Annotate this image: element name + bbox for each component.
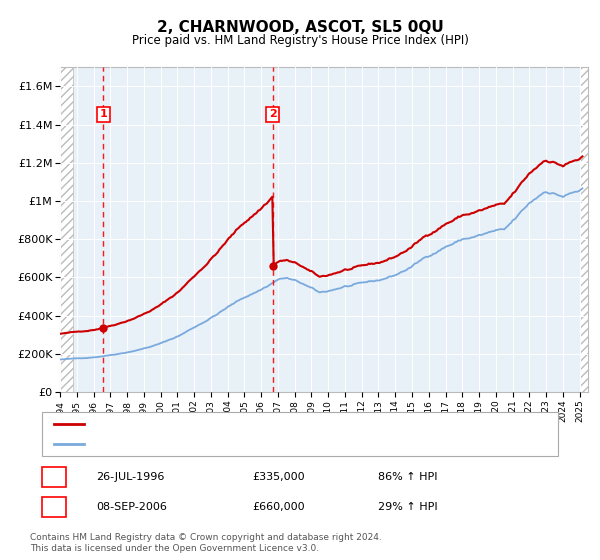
Text: Contains HM Land Registry data © Crown copyright and database right 2024.
This d: Contains HM Land Registry data © Crown c… bbox=[30, 533, 382, 553]
Text: £660,000: £660,000 bbox=[252, 502, 305, 512]
Text: 1: 1 bbox=[50, 472, 58, 482]
Text: 86% ↑ HPI: 86% ↑ HPI bbox=[378, 472, 437, 482]
Text: 29% ↑ HPI: 29% ↑ HPI bbox=[378, 502, 437, 512]
Text: £335,000: £335,000 bbox=[252, 472, 305, 482]
Text: 2, CHARNWOOD, ASCOT, SL5 0QU: 2, CHARNWOOD, ASCOT, SL5 0QU bbox=[157, 20, 443, 35]
Text: 1: 1 bbox=[100, 109, 107, 119]
Text: 2: 2 bbox=[269, 109, 277, 119]
Text: 08-SEP-2006: 08-SEP-2006 bbox=[96, 502, 167, 512]
Text: 2, CHARNWOOD, ASCOT, SL5 0QU (detached house): 2, CHARNWOOD, ASCOT, SL5 0QU (detached h… bbox=[90, 419, 383, 429]
Text: Price paid vs. HM Land Registry's House Price Index (HPI): Price paid vs. HM Land Registry's House … bbox=[131, 34, 469, 46]
Text: HPI: Average price, detached house, Windsor and Maidenhead: HPI: Average price, detached house, Wind… bbox=[90, 439, 439, 449]
Text: 2: 2 bbox=[50, 502, 58, 512]
Text: 26-JUL-1996: 26-JUL-1996 bbox=[96, 472, 164, 482]
